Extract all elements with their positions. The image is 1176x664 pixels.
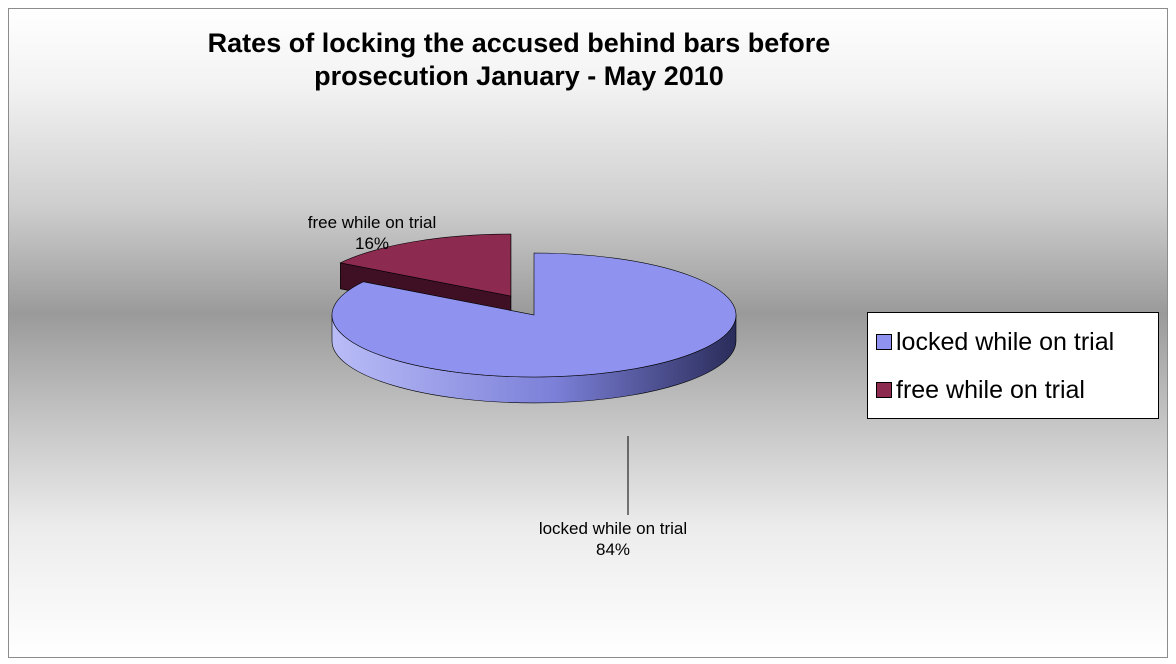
legend-item-free: free while on trial (876, 375, 1085, 405)
data-label-free-name: free while on trial (308, 213, 437, 232)
legend-label-locked: locked while on trial (896, 328, 1114, 357)
legend-label-free: free while on trial (896, 376, 1085, 405)
data-label-locked-name: locked while on trial (539, 519, 687, 538)
pie-slices (332, 234, 736, 403)
legend: locked while on trial free while on tria… (867, 312, 1159, 419)
data-label-free-value: 16% (355, 234, 389, 253)
legend-swatch-locked (876, 334, 892, 350)
legend-swatch-free (876, 382, 892, 398)
chart-area: Rates of locking the accused behind bars… (8, 8, 1168, 658)
data-label-locked-value: 84% (596, 540, 630, 559)
legend-item-locked: locked while on trial (876, 327, 1114, 357)
